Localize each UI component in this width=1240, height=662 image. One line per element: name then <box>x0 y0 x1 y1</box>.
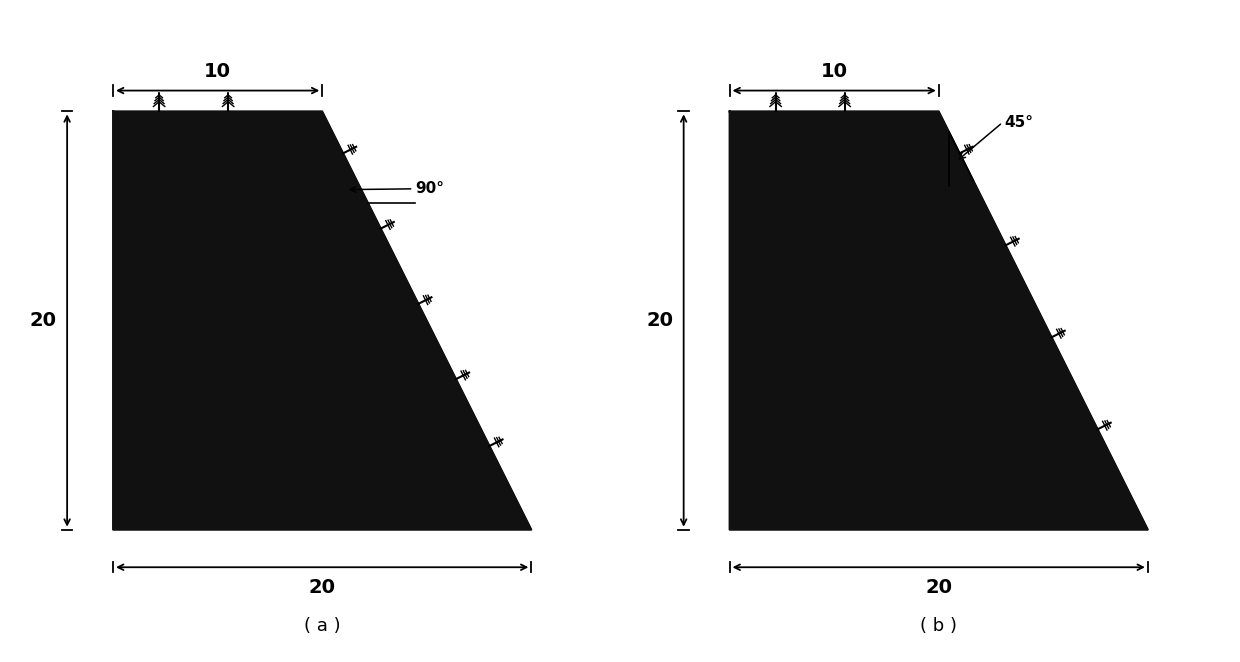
Text: ( a ): ( a ) <box>304 618 341 636</box>
Polygon shape <box>113 111 531 530</box>
Polygon shape <box>729 111 1148 530</box>
Text: 20: 20 <box>925 578 952 596</box>
Text: 20: 20 <box>30 311 57 330</box>
Text: 20: 20 <box>646 311 673 330</box>
Text: 90°: 90° <box>415 181 445 197</box>
Text: 20: 20 <box>309 578 336 596</box>
Text: ( b ): ( b ) <box>920 618 957 636</box>
Text: 10: 10 <box>205 62 231 81</box>
Text: 10: 10 <box>821 62 848 81</box>
Text: 45°: 45° <box>1004 115 1034 130</box>
